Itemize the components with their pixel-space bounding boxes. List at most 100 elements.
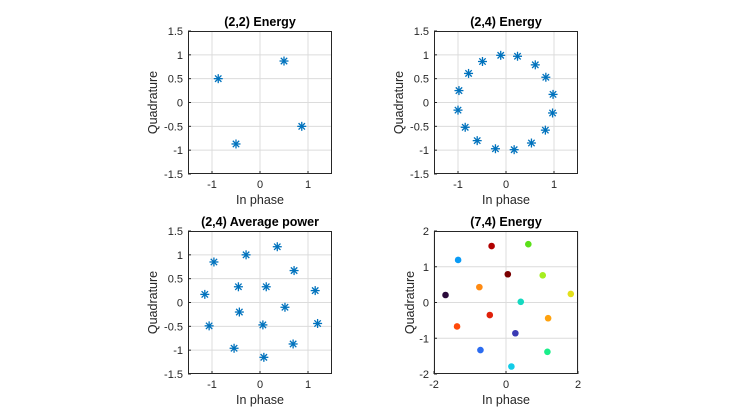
y-tick-label: 1 (177, 250, 183, 262)
data-point (258, 320, 268, 330)
data-point (313, 318, 323, 328)
data-point (234, 307, 244, 317)
subplot-3: -1 0 1 -1.5 -1 -0.5 0 0.5 1 1.5 (2,4) Average powe… (146, 215, 332, 407)
y-tick-label: 1 (423, 262, 429, 274)
data-point (200, 289, 210, 299)
y-tick-label: 0.5 (168, 274, 183, 286)
x-tick-label: 2 (575, 379, 581, 391)
data-point (512, 329, 519, 337)
y-tick-label: 0.5 (414, 74, 429, 86)
y-tick-label: 0.5 (168, 74, 183, 86)
y-tick-label: 1.5 (414, 26, 429, 38)
y-tick-label: -1 (419, 333, 429, 345)
data-point (453, 323, 461, 330)
axes-box (188, 231, 332, 374)
data-point (261, 282, 271, 292)
x-tick-label: 0 (257, 179, 263, 191)
data-point (259, 352, 269, 362)
subplot-title: (2,2) Energy (224, 15, 296, 29)
axes-box (434, 231, 578, 374)
x-tick-label: -2 (429, 379, 439, 391)
axes-box (188, 31, 332, 174)
data-point (231, 139, 241, 149)
subplot-4: -2 0 2 -2 -1 0 1 2 (7,4) Energy In phase Quadratur… (403, 215, 581, 407)
data-point (488, 242, 495, 250)
x-tick-label: 0 (257, 379, 263, 391)
x-tick-label: 0 (503, 179, 509, 191)
subplot-title: (2,4) Average power (201, 215, 319, 229)
data-point (209, 257, 219, 267)
y-tick-label: -1.5 (410, 169, 429, 181)
data-point (204, 321, 214, 331)
data-point (288, 339, 298, 349)
x-axis-label: In phase (482, 393, 530, 407)
y-axis-label: Quadrature (392, 71, 406, 134)
data-point (280, 302, 290, 312)
data-point (544, 348, 551, 356)
y-axis-label: Quadrature (146, 71, 160, 134)
y-tick-label: -0.5 (410, 121, 429, 133)
y-tick-label: 0 (177, 98, 183, 110)
data-point (453, 105, 463, 115)
subplot-1: -1 0 1 -1.5 -1 -0.5 0 0.5 1 1.5 (2,2) Energy In pha… (146, 15, 332, 207)
data-point (530, 60, 540, 70)
x-axis-label: In phase (236, 193, 284, 207)
subplot-title: (2,4) Energy (470, 15, 542, 29)
data-point (464, 68, 474, 78)
data-point (472, 136, 482, 146)
y-tick-label: -1.5 (164, 169, 183, 181)
data-point (525, 240, 532, 248)
x-tick-label: -1 (207, 379, 217, 391)
data-point (477, 346, 484, 354)
data-point (526, 138, 536, 148)
y-axis-label: Quadrature (403, 271, 417, 334)
data-point (544, 314, 552, 322)
y-tick-label: 0 (177, 298, 183, 310)
data-point (454, 256, 462, 264)
y-tick-label: 1 (423, 50, 429, 62)
x-tick-label: -1 (453, 179, 463, 191)
y-tick-label: -1 (173, 145, 183, 157)
data-point (310, 286, 320, 296)
y-tick-label: 1.5 (168, 226, 183, 238)
data-point (539, 272, 547, 279)
y-axis-label: Quadrature (146, 271, 160, 334)
data-point (486, 311, 494, 319)
data-point (496, 50, 506, 60)
data-point (213, 74, 223, 84)
x-tick-label: 0 (503, 379, 509, 391)
subplot-title: (7,4) Energy (470, 215, 542, 229)
y-tick-label: 2 (423, 226, 429, 238)
subplot-2: -1 0 1 -1.5 -1 -0.5 0 0.5 1 1.5 (2,4) Energy In pha… (392, 15, 578, 207)
data-point (540, 125, 550, 135)
data-point (508, 363, 515, 370)
x-tick-label: 1 (551, 179, 557, 191)
x-axis-label: In phase (482, 193, 530, 207)
y-tick-label: 1 (177, 50, 183, 62)
y-tick-label: 0 (423, 298, 429, 310)
y-tick-label: -2 (419, 369, 429, 381)
axes-box (434, 31, 578, 174)
data-point (541, 72, 551, 82)
x-tick-label: 1 (305, 379, 311, 391)
data-point (509, 145, 519, 155)
data-point (477, 57, 487, 67)
y-tick-label: -1 (419, 145, 429, 157)
data-point (460, 122, 470, 132)
data-point (272, 242, 282, 252)
data-point (454, 86, 464, 96)
x-axis-label: In phase (236, 393, 284, 407)
y-tick-label: -0.5 (164, 321, 183, 333)
data-point (442, 291, 449, 299)
y-tick-label: -1.5 (164, 369, 183, 381)
x-tick-label: 1 (305, 179, 311, 191)
data-point (548, 108, 558, 118)
y-tick-label: 0 (423, 98, 429, 110)
data-point (279, 56, 289, 66)
data-point (567, 290, 575, 298)
data-point (229, 343, 239, 353)
data-point (233, 282, 243, 292)
y-tick-label: 1.5 (168, 26, 183, 38)
data-point (241, 250, 251, 260)
data-point (504, 270, 512, 278)
